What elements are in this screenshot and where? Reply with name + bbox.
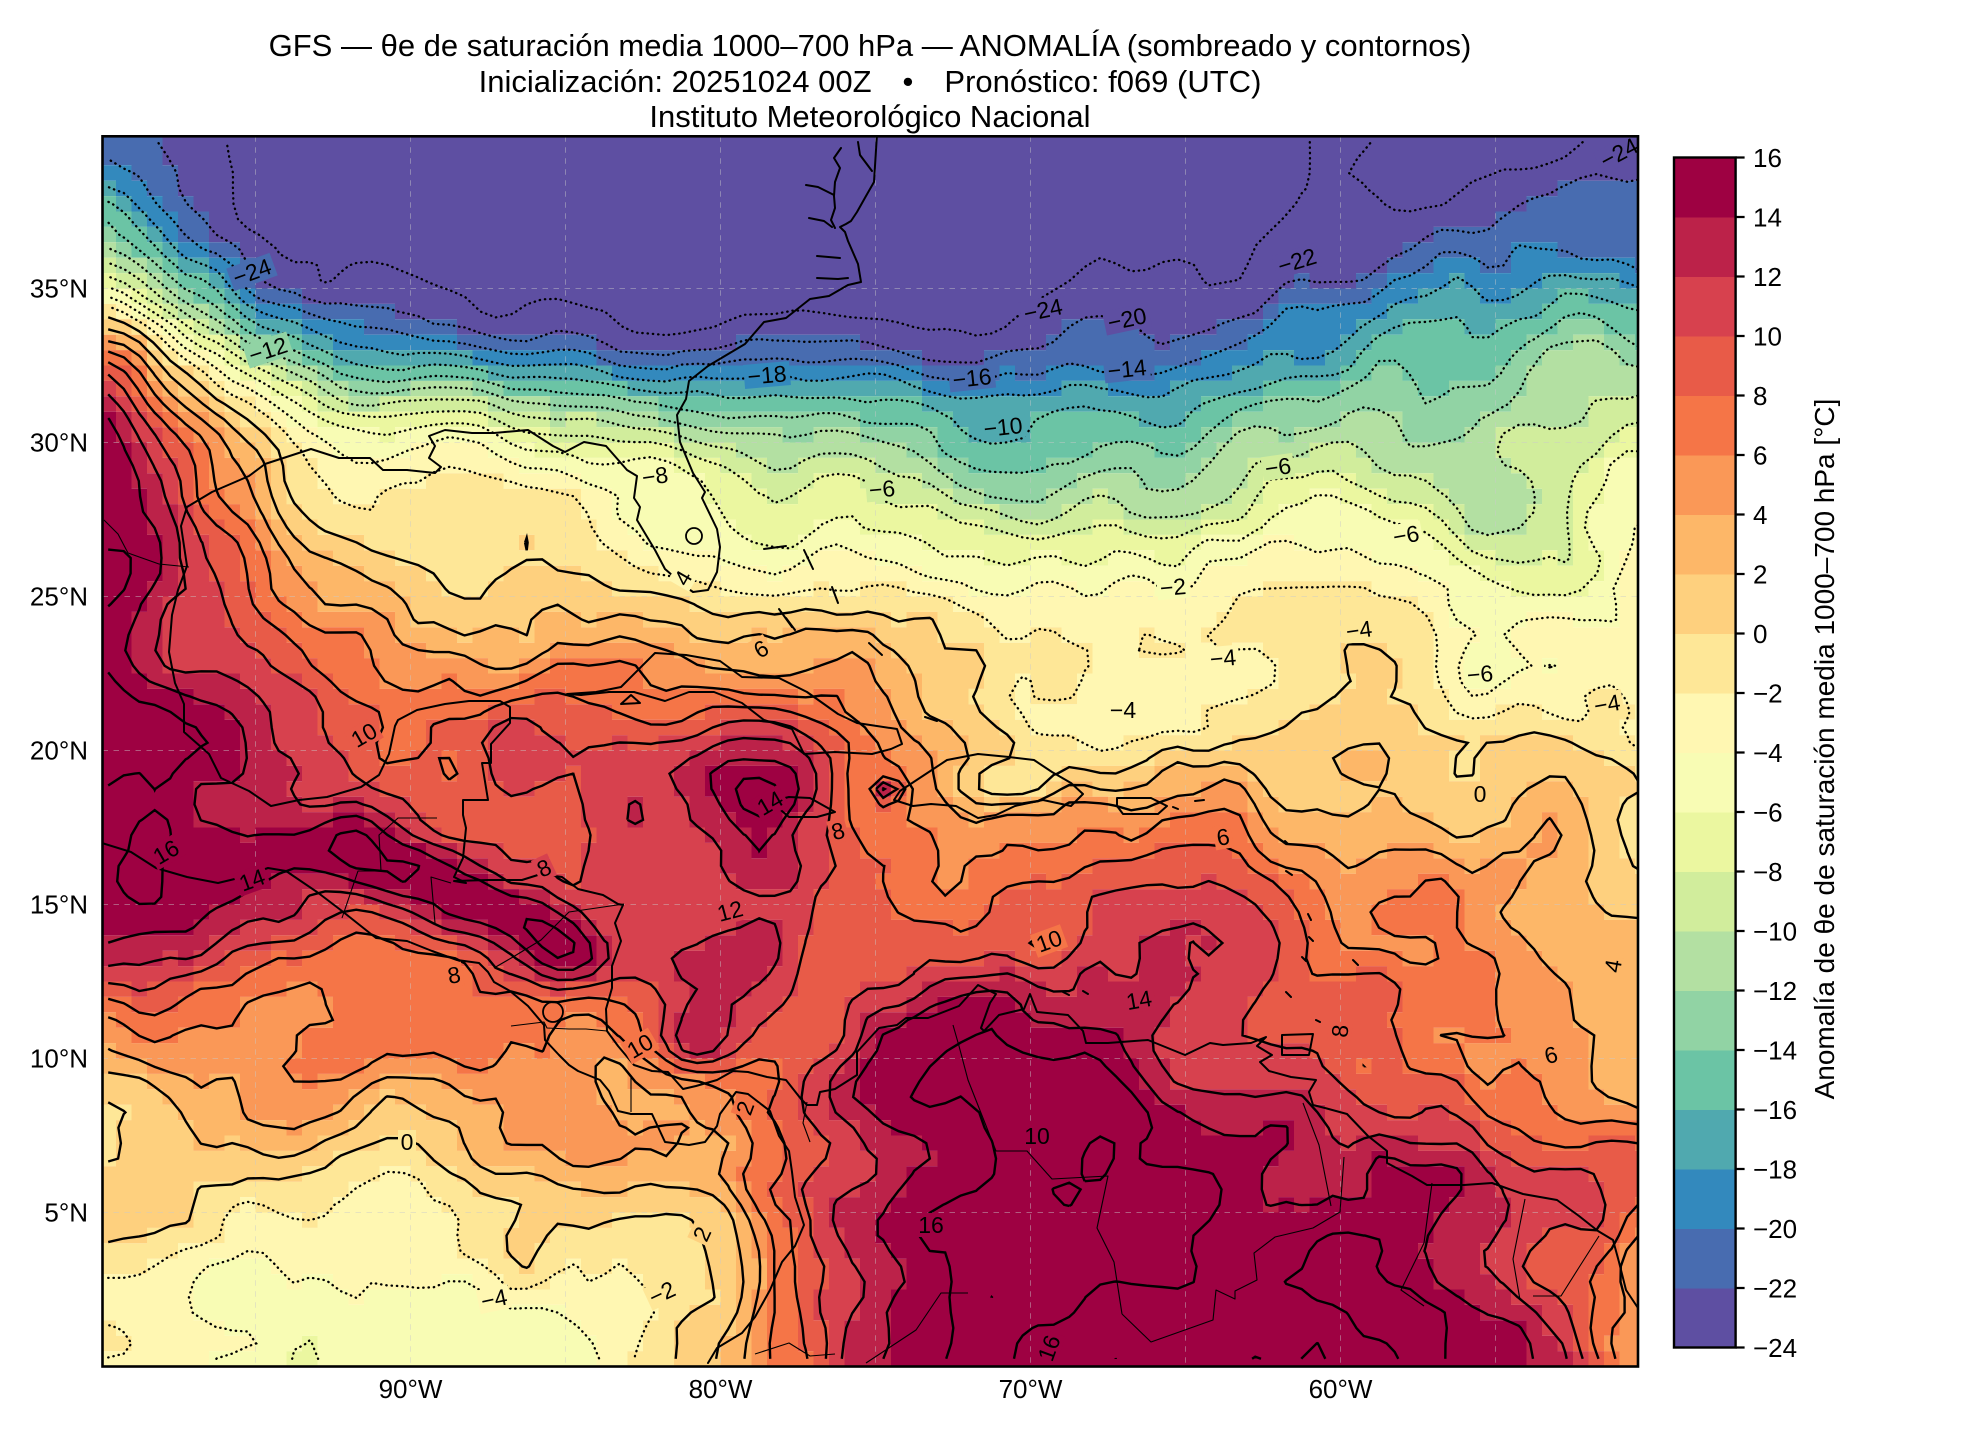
svg-text:−10: −10	[1753, 917, 1797, 947]
svg-text:−2: −2	[1159, 573, 1187, 601]
svg-text:−18: −18	[1753, 1155, 1797, 1185]
svg-text:25°N: 25°N	[30, 582, 88, 612]
svg-text:−16: −16	[1753, 1095, 1797, 1125]
svg-text:10: 10	[1024, 1123, 1050, 1149]
svg-text:−6: −6	[1753, 798, 1783, 828]
svg-text:−22: −22	[1753, 1274, 1797, 1304]
svg-text:−24: −24	[1753, 1333, 1797, 1363]
svg-text:Instituto Meteorológico Nacion: Instituto Meteorológico Nacional	[649, 99, 1090, 134]
svg-text:16: 16	[1753, 143, 1782, 173]
svg-text:Inicialización: 20251024 00Z: Inicialización: 20251024 00Z • Pronóstic…	[479, 64, 1262, 99]
svg-text:8: 8	[445, 961, 462, 989]
svg-text:−6: −6	[1466, 660, 1494, 688]
svg-text:−18: −18	[746, 360, 787, 389]
svg-text:−14: −14	[1106, 354, 1148, 384]
svg-text:14: 14	[1753, 203, 1782, 233]
svg-text:−12: −12	[1753, 976, 1797, 1006]
svg-text:70°W: 70°W	[999, 1374, 1063, 1404]
svg-text:−4: −4	[1753, 738, 1783, 768]
svg-text:5°N: 5°N	[44, 1198, 88, 1228]
svg-text:−4: −4	[1110, 697, 1136, 723]
svg-text:0: 0	[1474, 781, 1487, 807]
svg-text:GFS — θe de saturación media 1: GFS — θe de saturación media 1000–700 hP…	[269, 28, 1472, 63]
svg-text:−8: −8	[1753, 857, 1783, 887]
svg-text:−6: −6	[868, 475, 896, 503]
svg-text:−4: −4	[1209, 644, 1238, 672]
svg-text:60°W: 60°W	[1309, 1374, 1373, 1404]
svg-text:−6: −6	[1263, 452, 1293, 481]
svg-text:−4: −4	[478, 1284, 509, 1315]
svg-text:−4: −4	[1592, 689, 1623, 719]
svg-text:35°N: 35°N	[30, 274, 88, 304]
svg-text:−2: −2	[1753, 679, 1783, 709]
svg-text:−16: −16	[951, 363, 993, 393]
svg-text:12: 12	[1753, 262, 1782, 292]
svg-text:Anomalía de θe de saturación m: Anomalía de θe de saturación media 1000–…	[1809, 399, 1840, 1100]
svg-text:6: 6	[1753, 441, 1767, 471]
svg-text:80°W: 80°W	[689, 1374, 753, 1404]
svg-text:4: 4	[1599, 957, 1627, 974]
svg-text:30°N: 30°N	[30, 428, 88, 458]
svg-text:90°W: 90°W	[379, 1374, 443, 1404]
svg-text:−6: −6	[1391, 520, 1421, 550]
svg-text:0: 0	[1753, 619, 1767, 649]
svg-text:20°N: 20°N	[30, 736, 88, 766]
svg-text:16: 16	[918, 1212, 944, 1238]
svg-text:−20: −20	[1753, 1214, 1797, 1244]
svg-text:−10: −10	[982, 412, 1024, 442]
svg-text:−14: −14	[1753, 1036, 1797, 1066]
svg-text:−4: −4	[1344, 615, 1374, 644]
svg-text:14: 14	[1124, 985, 1154, 1015]
svg-text:8: 8	[1753, 381, 1767, 411]
svg-text:−8: −8	[640, 461, 670, 490]
svg-text:8: 8	[1326, 1023, 1353, 1038]
svg-text:15°N: 15°N	[30, 890, 88, 920]
svg-text:4: 4	[1753, 500, 1767, 530]
svg-text:6: 6	[1214, 823, 1231, 851]
svg-text:10°N: 10°N	[30, 1044, 88, 1074]
svg-text:2: 2	[1753, 560, 1767, 590]
svg-text:10: 10	[1753, 322, 1782, 352]
svg-text:0: 0	[401, 1129, 414, 1155]
